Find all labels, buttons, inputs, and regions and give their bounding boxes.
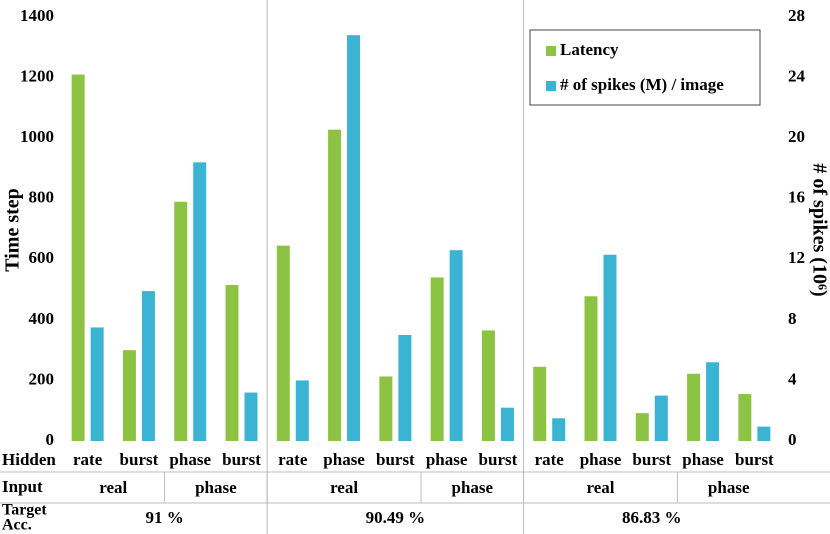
input-label: phase (195, 478, 237, 497)
y-tick-label: 600 (29, 248, 55, 267)
legend-box (529, 29, 761, 106)
legend-swatch (546, 46, 556, 56)
bar (654, 395, 668, 441)
bar (449, 250, 463, 441)
x-tick-label: burst (735, 450, 774, 469)
bar (295, 380, 309, 441)
y2-tick-label: 4 (788, 369, 797, 388)
y-tick-label: 0 (46, 430, 55, 449)
y2-tick-label: 12 (788, 248, 805, 267)
y-tick-label: 1000 (20, 127, 54, 146)
x-tick-label: burst (632, 450, 671, 469)
y-tick-label: 1200 (20, 66, 54, 85)
bar (398, 335, 412, 441)
bar (533, 366, 547, 441)
input-label: real (330, 478, 358, 497)
y-tick-label: 400 (29, 309, 55, 328)
y2-tick-label: 16 (788, 188, 805, 207)
bar (757, 426, 771, 441)
x-tick-label: phase (682, 450, 724, 469)
x-tick-label: burst (376, 450, 415, 469)
y-tick-label: 1400 (20, 6, 54, 25)
bar (500, 407, 514, 441)
y2-tick-label: 0 (788, 430, 797, 449)
bar (687, 373, 701, 441)
x-tick-label: burst (222, 450, 261, 469)
bar (706, 362, 720, 441)
x-tick-label: burst (120, 450, 159, 469)
accuracy-label: 91 % (145, 508, 183, 527)
bar (174, 201, 188, 441)
row-label: Hidden (2, 450, 56, 469)
x-tick-label: phase (426, 450, 468, 469)
bar (481, 330, 495, 441)
bar (347, 35, 361, 442)
legend-label: Latency (560, 40, 619, 59)
row-label: Target (2, 502, 47, 519)
bar (225, 285, 239, 441)
bar (379, 376, 393, 441)
input-label: real (586, 478, 614, 497)
legend-label: # of spikes (M) / image (560, 75, 724, 94)
bar (71, 74, 85, 442)
bar (90, 327, 104, 441)
y2-tick-label: 20 (788, 127, 805, 146)
bar (122, 350, 136, 441)
y-tick-label: 800 (29, 188, 55, 207)
y2-tick-label: 8 (788, 309, 797, 328)
legend-swatch (546, 81, 556, 91)
bar (276, 245, 290, 441)
input-label: phase (708, 478, 750, 497)
bar (552, 418, 566, 441)
x-tick-label: rate (278, 450, 308, 469)
bar (141, 291, 155, 441)
row-label: Input (2, 477, 43, 496)
x-tick-label: burst (479, 450, 518, 469)
accuracy-label: 86.83 % (622, 508, 682, 527)
bar (635, 413, 649, 441)
bar (430, 277, 444, 441)
x-tick-label: rate (73, 450, 103, 469)
bar (584, 296, 598, 441)
bar (738, 394, 752, 441)
input-label: phase (451, 478, 493, 497)
bar (603, 254, 617, 441)
y2-tick-label: 24 (788, 66, 806, 85)
y2-axis-label: # of spikes (10⁶) (808, 163, 830, 296)
x-tick-label: rate (535, 450, 565, 469)
bar (193, 162, 207, 441)
accuracy-label: 90.49 % (366, 508, 426, 527)
bar (328, 129, 342, 442)
y-tick-label: 200 (29, 369, 55, 388)
row-label: Acc. (2, 517, 32, 534)
x-tick-label: phase (580, 450, 622, 469)
bar (244, 392, 258, 441)
y-axis-label: Time step (2, 188, 24, 272)
y2-tick-label: 28 (788, 6, 805, 25)
x-tick-label: phase (323, 450, 365, 469)
input-label: real (99, 478, 127, 497)
x-tick-label: phase (169, 450, 211, 469)
